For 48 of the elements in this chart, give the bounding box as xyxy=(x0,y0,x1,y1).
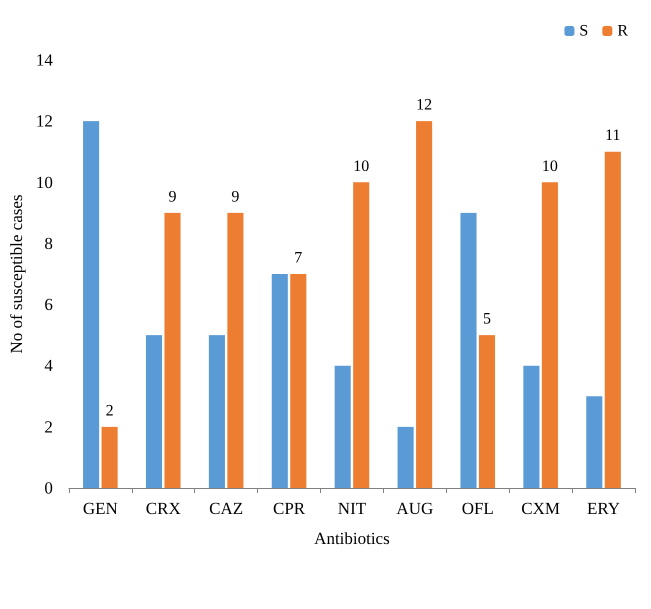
x-tick-label: AUG xyxy=(396,499,434,518)
y-tick-label: 8 xyxy=(44,234,53,253)
x-axis-title: Antibiotics xyxy=(314,529,390,548)
data-label: 5 xyxy=(483,310,491,328)
bar xyxy=(353,182,370,488)
data-label: 9 xyxy=(231,188,240,206)
legend-label: R xyxy=(617,22,628,40)
bar xyxy=(523,366,540,488)
x-tick-label: CXM xyxy=(521,499,560,518)
x-tick-label: OFL xyxy=(462,499,494,518)
data-label: 10 xyxy=(542,158,558,175)
y-tick-label: 12 xyxy=(36,112,53,131)
bar xyxy=(290,274,306,488)
data-label: 7 xyxy=(294,250,302,266)
y-axis-title: No of susceptible cases xyxy=(7,194,26,354)
data-label: 9 xyxy=(168,188,176,206)
bar xyxy=(208,335,225,488)
bar xyxy=(542,182,558,488)
data-label: 10 xyxy=(353,158,370,175)
bar xyxy=(102,426,118,488)
bar xyxy=(83,121,100,488)
x-tick-label: CPR xyxy=(272,499,306,518)
x-tick-label: GEN xyxy=(82,499,118,518)
x-tick-label: CAZ xyxy=(209,499,244,518)
bar xyxy=(146,335,162,488)
bar xyxy=(604,152,621,488)
bar xyxy=(164,212,181,488)
bar xyxy=(460,212,477,488)
data-label: 12 xyxy=(416,96,432,114)
x-tick-label: ERY xyxy=(587,499,620,518)
bar xyxy=(478,335,496,488)
y-tick-label: 10 xyxy=(36,172,53,192)
data-label: 11 xyxy=(605,127,621,144)
y-tick-label: 14 xyxy=(36,50,54,70)
x-tick-label: CRX xyxy=(146,499,181,518)
y-tick-label: 0 xyxy=(44,478,53,498)
x-tick-label: NIT xyxy=(338,499,367,518)
bar xyxy=(272,274,288,488)
bar xyxy=(586,396,602,488)
legend-label: S xyxy=(579,22,588,40)
bar xyxy=(227,212,244,488)
y-tick-label: 6 xyxy=(44,295,53,314)
y-tick-label: 4 xyxy=(44,356,54,376)
data-label: 2 xyxy=(106,402,114,420)
y-tick-label: 2 xyxy=(44,417,53,436)
bar xyxy=(334,366,351,488)
bar xyxy=(416,121,432,488)
bar xyxy=(398,426,414,488)
